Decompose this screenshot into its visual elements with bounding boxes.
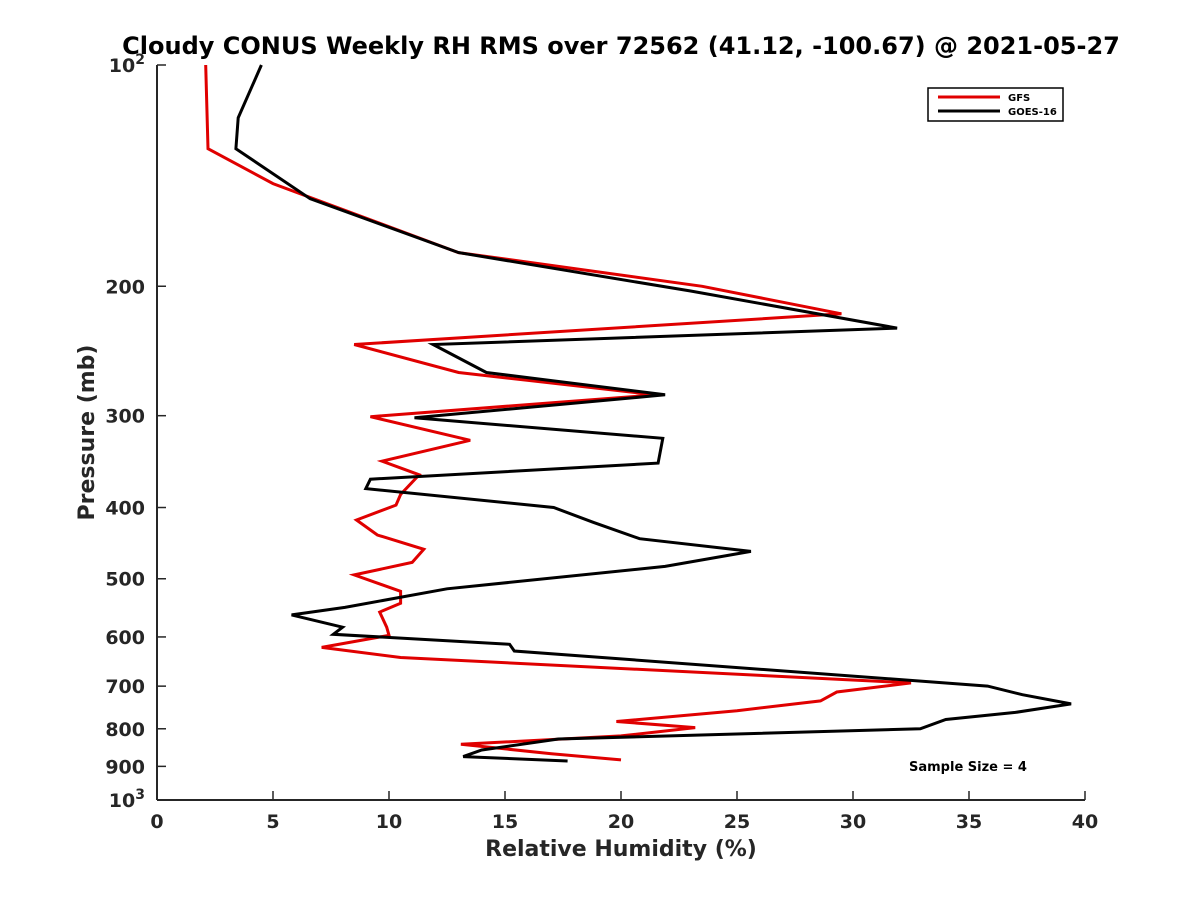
x-tick-label: 30 xyxy=(840,811,866,833)
series-layer xyxy=(204,64,1072,763)
x-tick-label: 10 xyxy=(376,811,402,833)
y-tick-label: 900 xyxy=(105,756,145,778)
x-axis-label: Relative Humidity (%) xyxy=(485,837,757,862)
legend: GFS GOES-16 xyxy=(927,87,1064,122)
y-tick-label: 102 xyxy=(109,52,145,77)
y-tick-label: 103 xyxy=(109,787,145,812)
x-tick-label: 15 xyxy=(492,811,518,833)
y-tick-label: 400 xyxy=(105,498,145,520)
series-line-gfs xyxy=(204,64,912,762)
legend-box xyxy=(927,87,1064,122)
x-tick-label: 35 xyxy=(956,811,982,833)
y-tick-label: 800 xyxy=(105,719,145,741)
y-axis-label: Pressure (mb) xyxy=(75,345,100,521)
y-tick-label: 600 xyxy=(105,627,145,649)
y-tick-label: 200 xyxy=(105,276,145,298)
y-tick-label: 500 xyxy=(105,569,145,591)
x-tick-label: 5 xyxy=(266,811,279,833)
x-tick-label: 0 xyxy=(150,811,163,833)
legend-label: GOES-16 xyxy=(1008,107,1057,118)
x-tick-label: 20 xyxy=(608,811,634,833)
sample-size-annotation: Sample Size = 4 xyxy=(909,760,1027,775)
legend-label: GFS xyxy=(1008,93,1030,104)
x-tick-label: 25 xyxy=(724,811,750,833)
chart-title: Cloudy CONUS Weekly RH RMS over 72562 (4… xyxy=(122,32,1120,60)
y-tick-label: 700 xyxy=(105,676,145,698)
series-line-goes-16 xyxy=(234,64,1072,763)
x-tick-label: 40 xyxy=(1072,811,1098,833)
axes: 0 5 10 15 20 25 30 35 40 102 200 300 400 500 600 700 800… xyxy=(105,52,1098,833)
y-tick-label: 300 xyxy=(105,406,145,428)
